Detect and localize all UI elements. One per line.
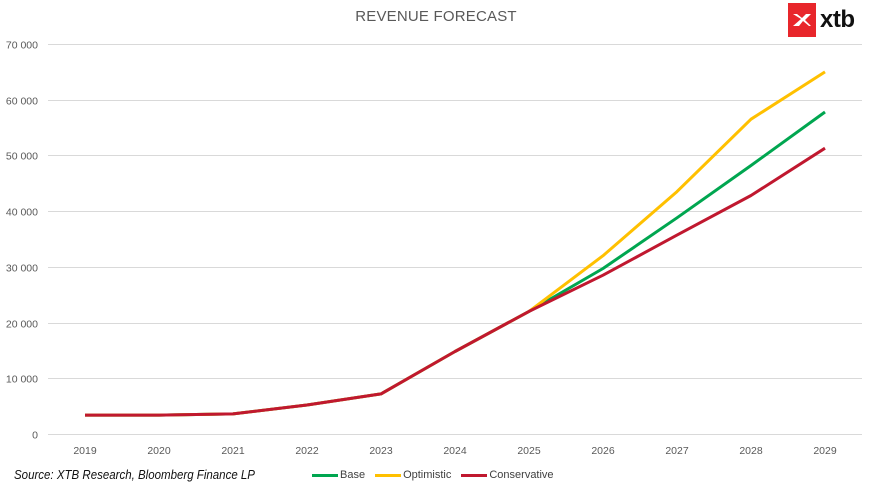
legend-swatch-optimistic xyxy=(375,473,402,477)
x-tick-label: 2025 xyxy=(517,445,541,457)
y-tick-label: 30 000 xyxy=(6,263,38,275)
x-tick-label: 2021 xyxy=(221,445,245,457)
legend-label-base: Base xyxy=(340,469,366,481)
x-tick-label: 2026 xyxy=(591,445,615,457)
legend-item-optimistic: Optimistic xyxy=(375,469,451,481)
x-tick-label: 2029 xyxy=(813,445,837,457)
y-tick-label: 70 000 xyxy=(6,40,38,52)
legend-swatch-conservative xyxy=(461,473,488,477)
y-tick-label: 20 000 xyxy=(6,319,38,331)
legend-label-conservative: Conservative xyxy=(489,469,554,481)
x-tick-label: 2022 xyxy=(295,445,319,457)
xtb-logo: xtb xyxy=(788,3,855,37)
series-line-optimistic xyxy=(85,70,826,417)
legend: Base Optimistic Conservative xyxy=(312,469,564,481)
x-tick-label: 2023 xyxy=(369,445,393,457)
source-note: Source: XTB Research, Bloomberg Finance … xyxy=(14,468,255,482)
xtb-x-icon xyxy=(788,3,816,37)
y-tick-label: 40 000 xyxy=(6,207,38,219)
legend-item-base: Base xyxy=(312,469,365,481)
x-tick-label: 2024 xyxy=(443,445,467,457)
y-axis-ticks: 0 10 000 20 000 30 000 40 000 50 000 60 000 70 … xyxy=(6,40,38,442)
y-tick-label: 10 000 xyxy=(6,374,38,386)
series-lines xyxy=(85,70,826,417)
y-tick-label: 50 000 xyxy=(6,151,38,163)
series-line-conservative xyxy=(85,146,826,417)
x-tick-label: 2019 xyxy=(73,445,97,457)
x-axis-ticks: 2019 2020 2021 2022 2023 2024 2025 2026 2027 2028… xyxy=(73,445,837,457)
gridlines xyxy=(48,44,862,435)
x-tick-label: 2027 xyxy=(665,445,689,457)
legend-swatch-base xyxy=(312,473,338,477)
xtb-logo-text: xtb xyxy=(820,6,855,33)
x-tick-label: 2020 xyxy=(147,445,171,457)
legend-item-conservative: Conservative xyxy=(461,469,554,481)
chart-title: REVENUE FORECAST xyxy=(355,8,517,25)
y-tick-label: 60 000 xyxy=(6,96,38,108)
y-tick-label: 0 xyxy=(32,430,38,442)
x-tick-label: 2028 xyxy=(739,445,763,457)
legend-label-optimistic: Optimistic xyxy=(403,469,452,481)
